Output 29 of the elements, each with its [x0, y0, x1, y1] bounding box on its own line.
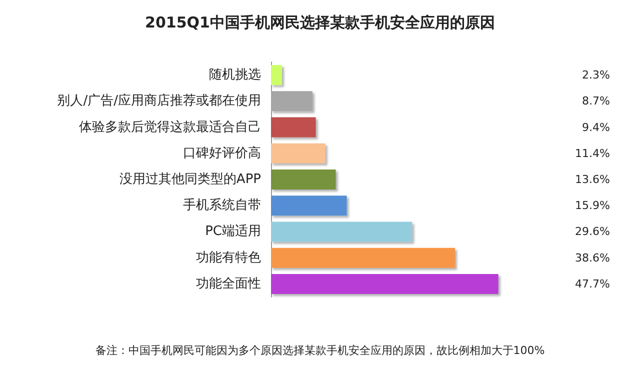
data-label: 29.6%	[575, 225, 610, 238]
y-tick-label: 功能有特色	[196, 250, 261, 266]
bar	[271, 222, 412, 242]
bar	[271, 196, 347, 216]
data-label: 38.6%	[575, 251, 610, 264]
y-tick-label: 没用过其他同类型的APP	[119, 172, 262, 187]
y-tick-label: 功能全面性	[196, 276, 261, 292]
data-label: 8.7%	[582, 94, 610, 108]
bar	[271, 117, 316, 138]
data-label: 9.4%	[582, 120, 610, 134]
bar	[271, 143, 326, 164]
data-label: 11.4%	[575, 146, 610, 160]
y-tick-label: PC端适用	[205, 224, 261, 240]
y-tick-label: 随机挑选	[209, 68, 261, 83]
y-tick-label: 口碑好评价高	[183, 144, 261, 161]
data-label: 47.7%	[575, 277, 610, 290]
bar	[271, 274, 498, 294]
data-label: 2.3%	[582, 68, 610, 82]
bar	[271, 65, 282, 86]
bar	[271, 170, 336, 190]
chart-title: 2015Q1中国手机网民选择某款手机安全应用的原因	[145, 14, 495, 32]
text: 备注：中国手机网民可能因为多个原因选择某款手机安全应用的原因，故比例相加大于100%	[95, 344, 545, 357]
data-label: 15.9%	[575, 199, 610, 212]
y-tick-label: 体验多款后觉得这款最适合自己	[79, 120, 261, 135]
bar	[271, 91, 312, 112]
data-label: 13.6%	[575, 173, 610, 186]
y-tick-label: 手机系统自带	[183, 198, 261, 214]
bar	[271, 248, 455, 268]
y-tick-label: 别人/广告/应用商店推荐或都在使用	[57, 92, 261, 109]
